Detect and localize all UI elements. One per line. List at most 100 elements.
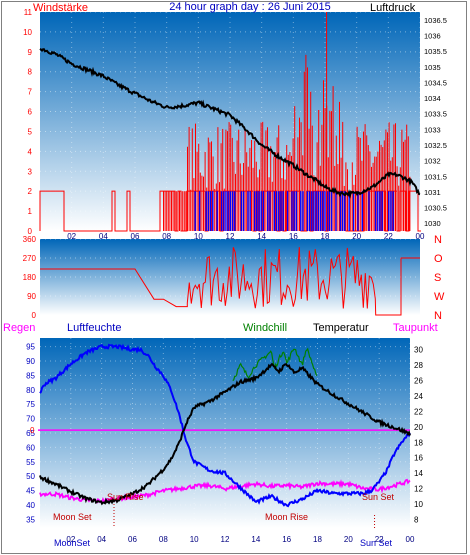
p1-right-tick: 1032.5 xyxy=(424,141,447,150)
p2-direction-letter: O xyxy=(434,253,443,265)
p1-right-tick: 1034.5 xyxy=(424,78,447,87)
p2-direction-letter: W xyxy=(434,291,445,303)
p1-right-tick: 1035.5 xyxy=(424,47,447,56)
rain-value: 0 xyxy=(30,426,35,435)
moon-rise-annotation: Moon Rise xyxy=(265,512,308,522)
p1-left-tick: 4 xyxy=(28,147,33,156)
p3-x-tick: 00 xyxy=(406,535,415,544)
p3-left-tick: 40 xyxy=(26,501,35,510)
p3-x-tick: 04 xyxy=(97,535,106,544)
p1-left-tick: 6 xyxy=(28,108,33,117)
p3-right-tick: 8 xyxy=(414,516,419,525)
p1-right-tick: 1031.5 xyxy=(424,172,447,181)
p1-left-tick: 11 xyxy=(24,8,33,17)
panel-3-background xyxy=(40,338,410,528)
p1-left-tick: 1 xyxy=(28,207,33,216)
p2-direction-letter: N xyxy=(434,234,442,246)
wind-direction-series xyxy=(40,247,420,316)
p3-x-tick: 12 xyxy=(221,535,230,544)
p1-x-tick: 00 xyxy=(416,232,425,241)
p1-left-tick: 9 xyxy=(28,48,33,57)
humidity-label: Luftfeuchte xyxy=(67,322,121,334)
p1-right-tick: 1033 xyxy=(424,125,441,134)
p1-left-tick: 3 xyxy=(28,167,33,176)
p3-right-tick: 28 xyxy=(414,361,423,370)
p1-x-tick: 12 xyxy=(226,232,235,241)
p1-right-tick: 1031 xyxy=(424,188,441,197)
p1-x-tick: 16 xyxy=(289,232,298,241)
sun-set-annotation: Sun Set xyxy=(362,492,395,502)
p1-right-tick: 1035 xyxy=(424,63,441,72)
p1-right-tick: 1030 xyxy=(424,219,441,228)
p3-left-tick: 80 xyxy=(26,386,35,395)
windchill-label: Windchill xyxy=(243,322,287,334)
p3-left-tick: 45 xyxy=(26,487,35,496)
p3-right-tick: 16 xyxy=(414,454,423,463)
humidity-series xyxy=(39,343,411,508)
dewpoint-label: Taupunkt xyxy=(393,322,438,334)
p2-left-tick: 0 xyxy=(32,311,37,320)
p1-x-tick: 02 xyxy=(67,232,76,241)
p3-x-tick: 14 xyxy=(251,535,260,544)
bottom-moon-set-label: MoonSet xyxy=(54,538,91,548)
sun-rise-annotation: Sun Rise xyxy=(107,492,144,502)
p3-left-tick: 50 xyxy=(26,472,35,481)
p3-left-tick: 95 xyxy=(26,343,35,352)
p1-left-tick: 10 xyxy=(23,28,32,37)
p1-left-tick: 7 xyxy=(28,88,33,97)
temperature-label: Temperatur xyxy=(313,322,369,334)
p1-left-tick: 2 xyxy=(28,187,33,196)
bottom-sun-set-label: Sun Set xyxy=(360,538,393,548)
p1-left-tick: 0 xyxy=(28,227,33,236)
p1-right-tick: 1036 xyxy=(424,31,441,40)
p3-right-tick: 12 xyxy=(414,485,423,494)
rain-label: Regen xyxy=(3,322,35,334)
p1-x-tick: 08 xyxy=(162,232,171,241)
p3-left-tick: 65 xyxy=(26,429,35,438)
p3-right-tick: 10 xyxy=(414,500,423,509)
p3-right-tick: 14 xyxy=(414,469,423,478)
p1-x-tick: 20 xyxy=(352,232,361,241)
wind-axis-label: Windstärke xyxy=(33,2,88,14)
p2-left-tick: 90 xyxy=(27,292,36,301)
p1-right-tick: 1030.5 xyxy=(424,204,447,213)
p3-left-tick: 55 xyxy=(26,458,35,467)
p2-direction-letter: N xyxy=(434,310,442,322)
p2-left-tick: 180 xyxy=(23,273,37,282)
p3-x-tick: 20 xyxy=(344,535,353,544)
p3-right-tick: 20 xyxy=(414,423,423,432)
p1-right-tick: 1032 xyxy=(424,157,441,166)
p1-right-tick: 1036.5 xyxy=(424,16,447,25)
p1-right-tick: 1034 xyxy=(424,94,441,103)
p1-x-tick: 22 xyxy=(384,232,393,241)
p3-right-tick: 30 xyxy=(414,346,423,355)
p3-left-tick: 90 xyxy=(26,357,35,366)
p3-right-tick: 24 xyxy=(414,392,423,401)
p3-left-tick: 70 xyxy=(26,415,35,424)
windchill-series xyxy=(232,347,318,382)
p3-x-tick: 16 xyxy=(282,535,291,544)
pressure-series xyxy=(39,47,421,199)
moon-set-annotation: Moon Set xyxy=(53,512,92,522)
p3-x-tick: 06 xyxy=(128,535,137,544)
p3-right-tick: 22 xyxy=(414,407,423,416)
p3-x-tick: 18 xyxy=(313,535,322,544)
p3-x-tick: 10 xyxy=(190,535,199,544)
p1-x-tick: 14 xyxy=(257,232,266,241)
p3-right-tick: 26 xyxy=(414,376,423,385)
p1-x-tick: 18 xyxy=(321,232,330,241)
p1-left-tick: 5 xyxy=(28,127,33,136)
p3-left-tick: 85 xyxy=(26,371,35,380)
p3-left-tick: 75 xyxy=(26,400,35,409)
p3-x-tick: 08 xyxy=(159,535,168,544)
chart-title: 24 hour graph day : 26 Juni 2015 xyxy=(169,1,330,13)
p1-right-tick: 1033.5 xyxy=(424,110,447,119)
p1-x-tick: 04 xyxy=(99,232,108,241)
p3-right-tick: 18 xyxy=(414,438,423,447)
p3-x-tick: 02 xyxy=(66,535,75,544)
p1-x-tick: 06 xyxy=(131,232,140,241)
p1-x-tick: 10 xyxy=(194,232,203,241)
p2-left-tick: 270 xyxy=(23,254,37,263)
